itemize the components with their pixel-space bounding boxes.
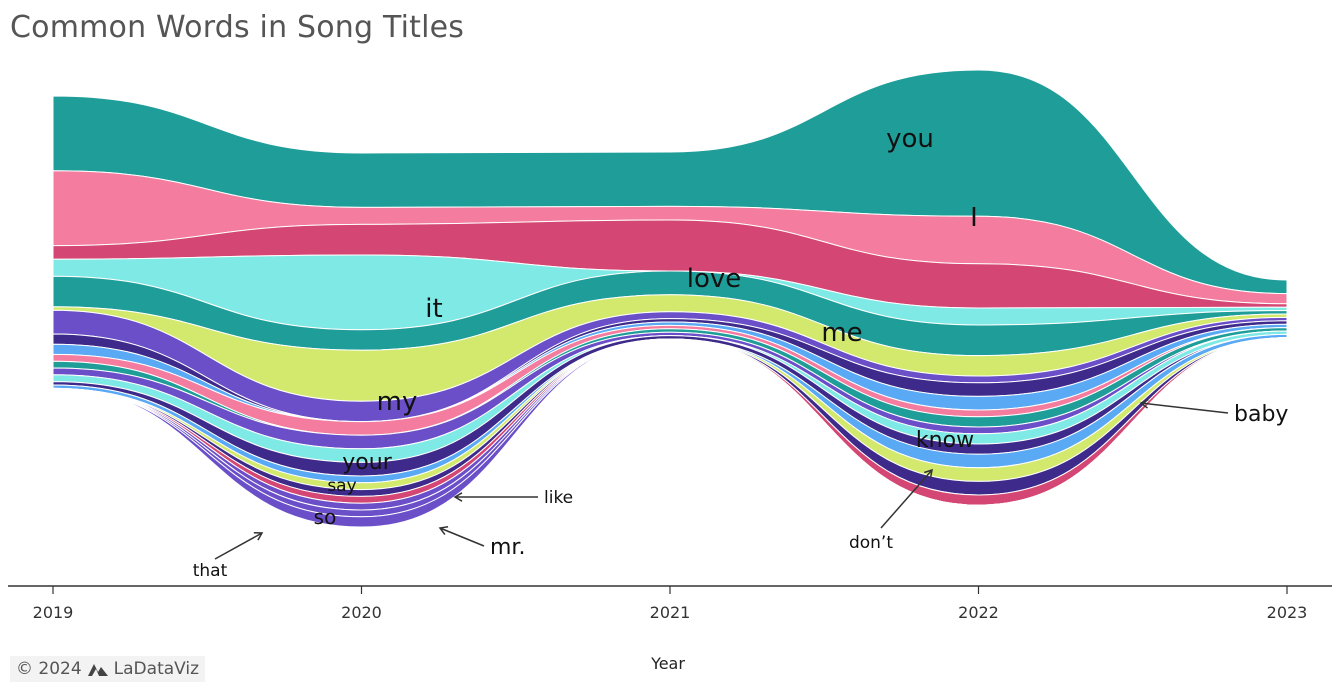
callout-arrowhead — [253, 531, 264, 541]
copyright-badge[interactable]: © 2024 LaDataViz — [10, 656, 206, 682]
x-tick-label: 2020 — [341, 603, 382, 622]
label-it: it — [425, 294, 442, 324]
label-mr: mr. — [490, 535, 525, 560]
x-tick-label: 2021 — [650, 603, 691, 622]
label-your: your — [342, 450, 392, 475]
callout-arrow — [880, 469, 933, 529]
x-axis-title: Year — [651, 654, 685, 673]
callout-arrowhead — [453, 492, 463, 502]
x-tick-label: 2023 — [1267, 603, 1308, 622]
callout-arrow — [214, 532, 263, 560]
x-tick-label: 2019 — [33, 603, 74, 622]
callout-arrowhead — [923, 468, 933, 479]
callout-arrowhead — [1139, 398, 1149, 409]
ladataviz-logo-icon — [87, 664, 108, 676]
stream-layer-minor-20[interactable] — [52, 337, 1288, 528]
label-my: my — [377, 387, 418, 417]
label-dont: don’t — [849, 533, 893, 553]
brand-name: LaDataViz — [113, 659, 200, 679]
x-tick-label: 2022 — [958, 603, 999, 622]
copyright-text: © 2024 — [16, 659, 82, 679]
stream-layers — [52, 69, 1288, 528]
callout-arrow — [439, 527, 485, 547]
x-axis: 2019 2020 2021 2022 2023 — [8, 585, 1332, 622]
callout-arrowhead — [438, 526, 449, 535]
label-say: say — [327, 476, 356, 496]
label-you: you — [886, 124, 934, 154]
callout-arrow — [1140, 402, 1229, 414]
label-like: like — [544, 488, 573, 508]
label-so: so — [314, 505, 337, 529]
label-i: I — [970, 203, 978, 233]
chart-title: Common Words in Song Titles — [10, 10, 465, 45]
label-love: love — [687, 264, 742, 294]
label-baby: baby — [1234, 402, 1288, 427]
label-that: that — [193, 561, 228, 581]
label-me: me — [821, 318, 862, 348]
label-know: know — [916, 428, 974, 453]
